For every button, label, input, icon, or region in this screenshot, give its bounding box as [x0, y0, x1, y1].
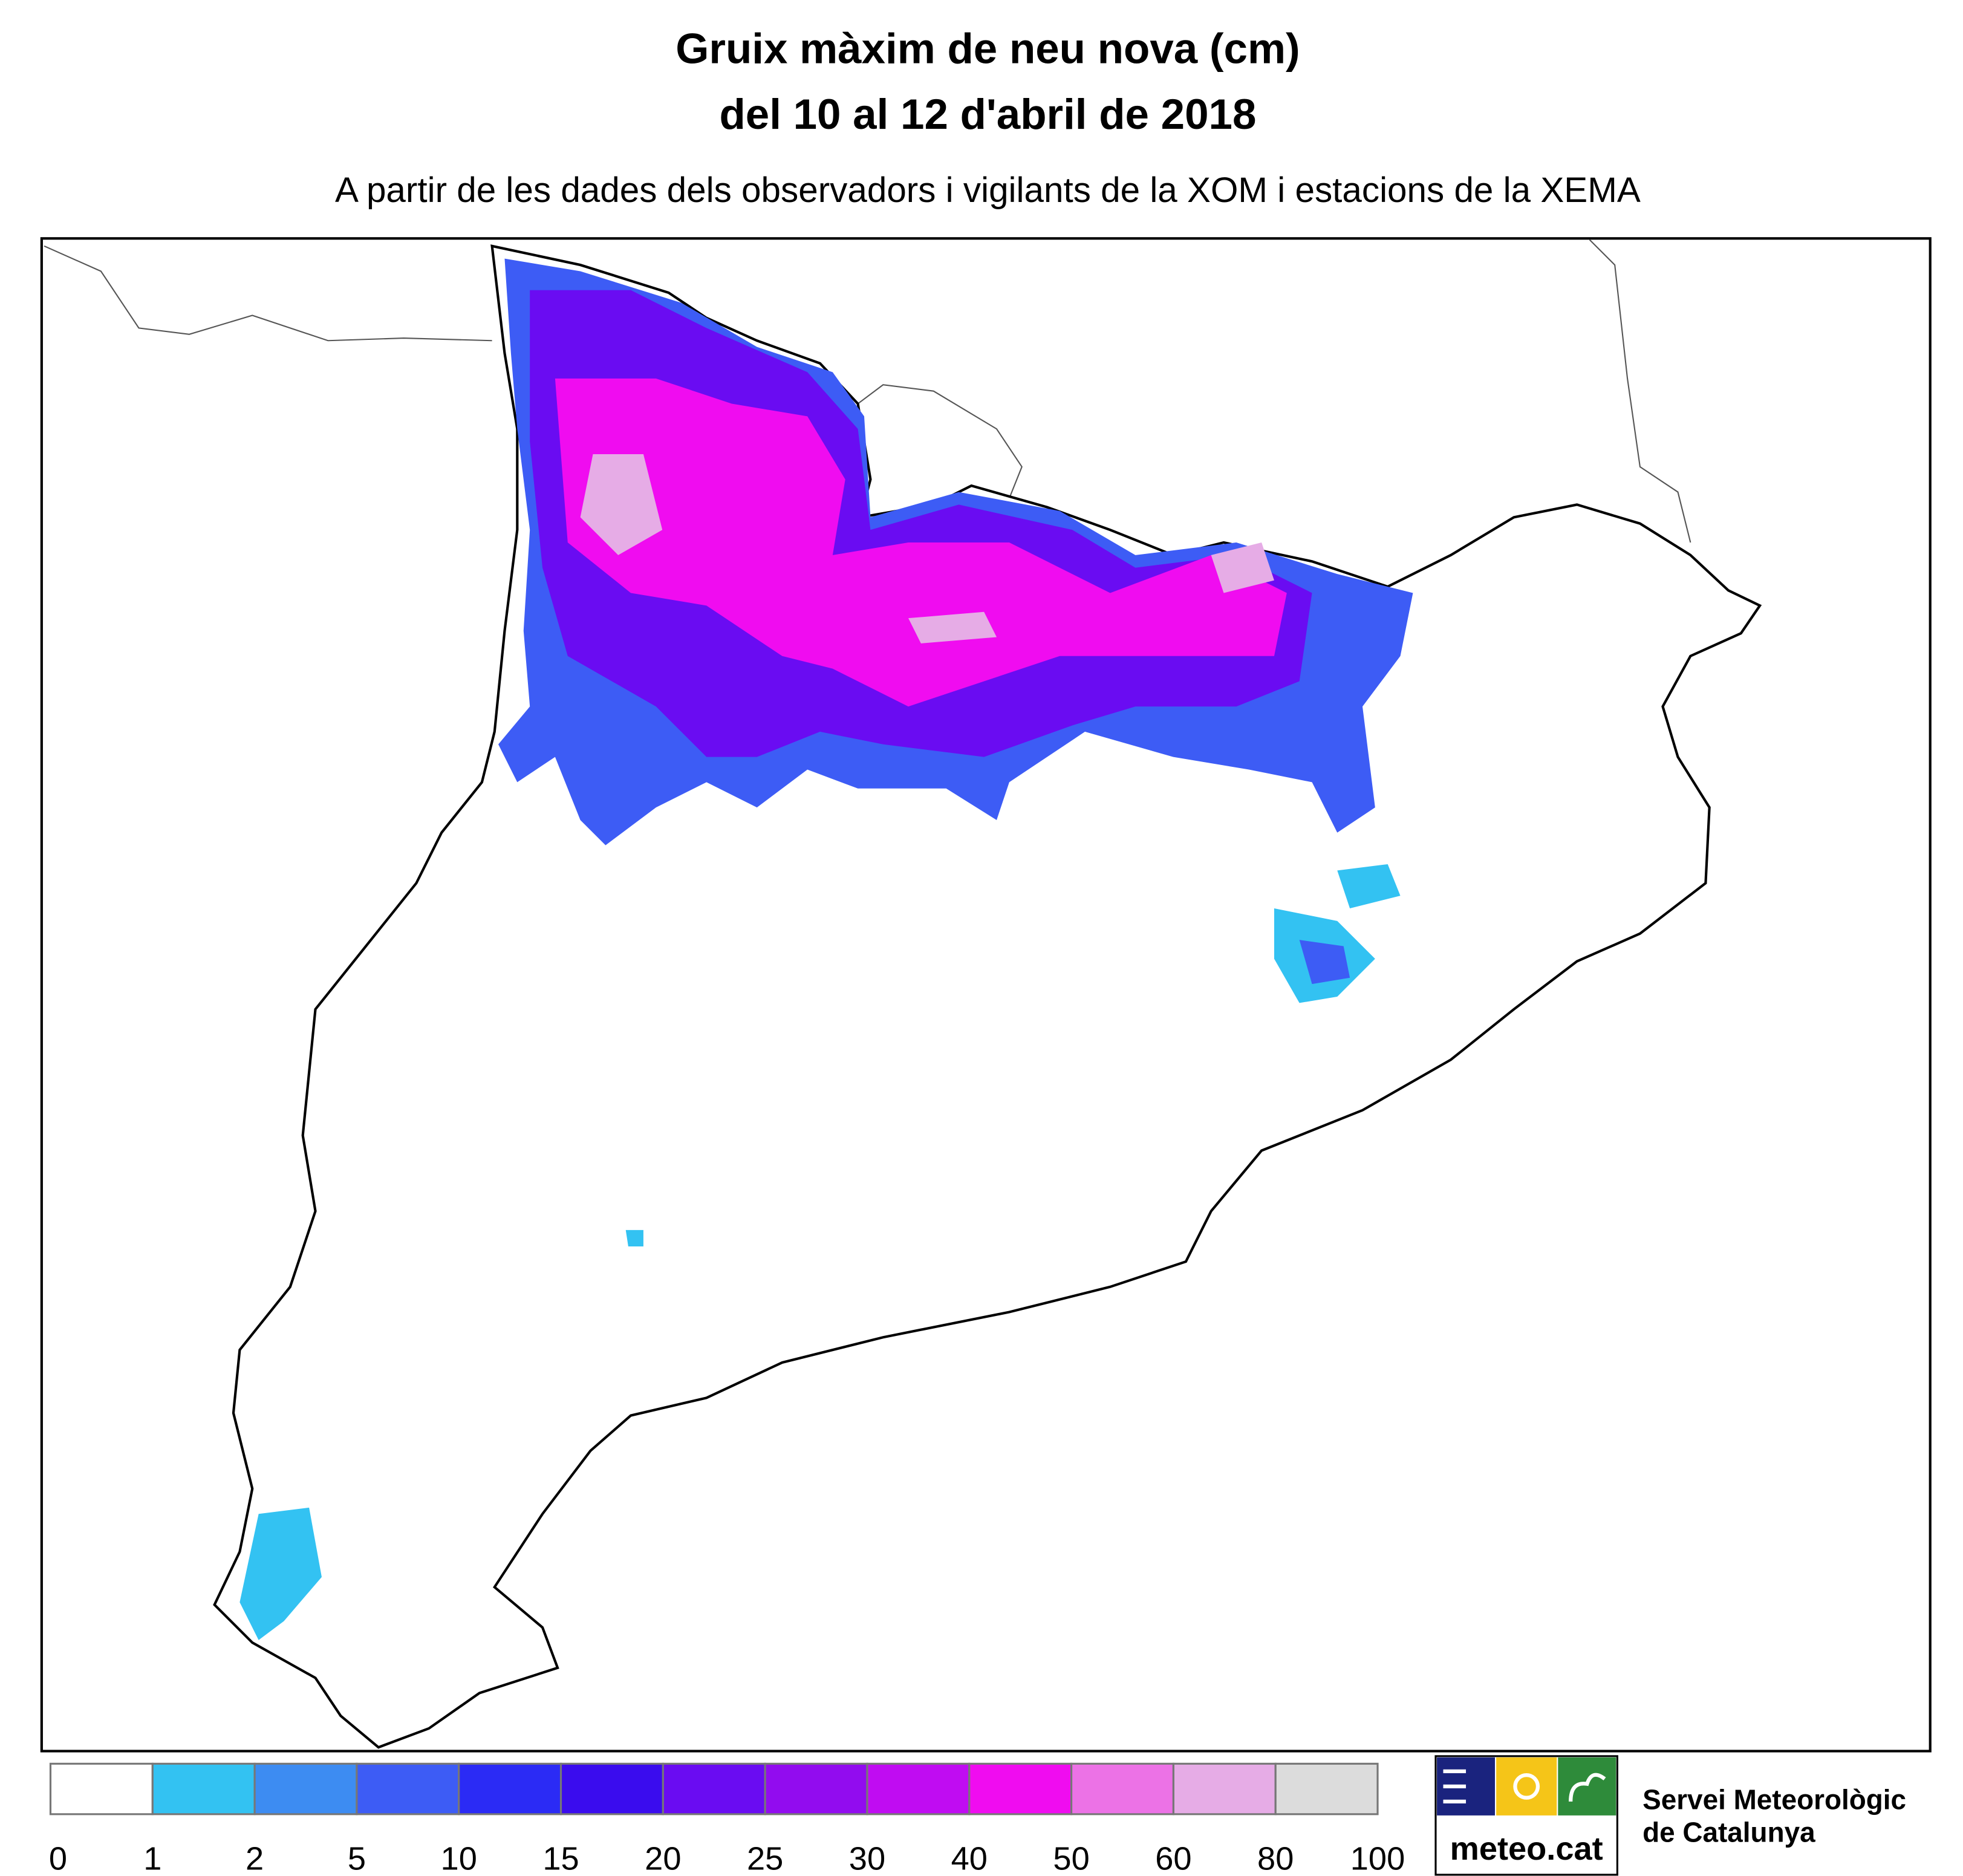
legend-swatch: [356, 1762, 460, 1816]
legend-label: 25: [747, 1841, 783, 1876]
legend-label: 5: [348, 1841, 366, 1876]
legend-swatch: [559, 1762, 664, 1816]
logo: meteo.cat Servei Meteorològic de Catalun…: [1434, 1755, 1906, 1876]
logo-icon: [1569, 1773, 1606, 1802]
legend-swatch: [1172, 1762, 1277, 1816]
legend-label: 0: [49, 1841, 67, 1876]
legend-swatch: [764, 1762, 868, 1816]
legend-label: 2: [246, 1841, 264, 1876]
map: [40, 237, 1932, 1753]
legend-label: 1: [143, 1841, 161, 1876]
logo-icon: [1513, 1773, 1540, 1800]
legend-label: 80: [1257, 1841, 1294, 1876]
legend-swatch: [1274, 1762, 1379, 1816]
logo-tile: [1558, 1757, 1616, 1816]
legend-label: 20: [645, 1841, 681, 1876]
legend-label: 40: [951, 1841, 988, 1876]
legend-label: 15: [542, 1841, 579, 1876]
logo-frame: [1434, 1755, 1618, 1876]
logo-brand: meteo.cat: [1450, 1831, 1603, 1867]
legend-swatch: [458, 1762, 562, 1816]
map-frame: [40, 237, 1932, 1753]
snow-area: [1299, 940, 1350, 985]
logo-tile: [1496, 1757, 1557, 1816]
org-name: de Catalunya: [1642, 1817, 1815, 1848]
org-name: Servei Meteorològic: [1642, 1783, 1906, 1815]
legend: 0 1 2 5 10 15 20 25 30 40 50 60 80 100: [49, 1762, 1405, 1876]
legend-swatch: [968, 1762, 1073, 1816]
legend-swatch: [49, 1762, 154, 1816]
legend-label: 10: [441, 1841, 477, 1876]
border-line: [44, 239, 1691, 543]
legend-swatch: [1070, 1762, 1174, 1816]
legend-swatch: [866, 1762, 971, 1816]
title: Gruix màxim de neu nova (cm): [675, 25, 1300, 73]
legend-label: 30: [849, 1841, 885, 1876]
legend-swatch: [253, 1762, 358, 1816]
legend-label: 60: [1155, 1841, 1191, 1876]
subtitle: A partir de les dades dels observadors i…: [335, 171, 1641, 210]
title: del 10 al 12 d'abril de 2018: [719, 91, 1256, 138]
legend-label: 100: [1350, 1841, 1405, 1876]
legend-swatch: [662, 1762, 766, 1816]
legend-swatch: [151, 1762, 256, 1816]
legend-label: 50: [1053, 1841, 1089, 1876]
logo-icon: [1443, 1769, 1467, 1804]
snow-area: [239, 864, 1401, 1640]
snow-area: [555, 378, 1287, 707]
